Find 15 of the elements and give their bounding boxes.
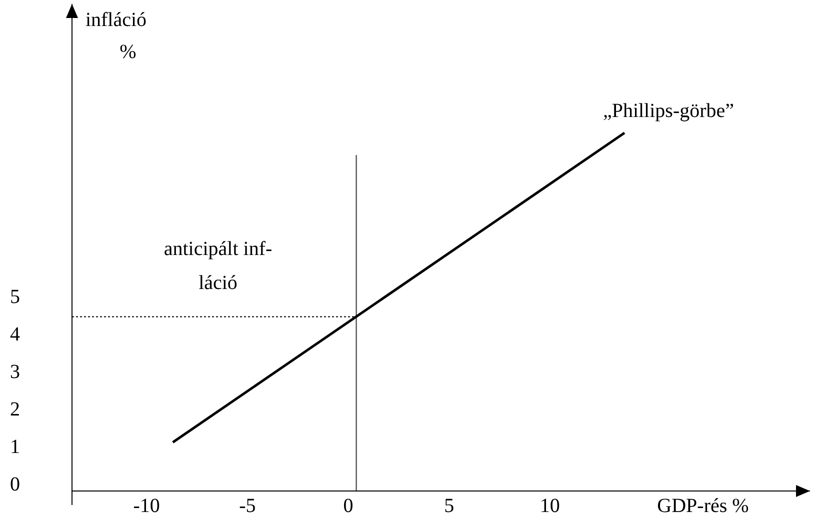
y-tick-label: 5 bbox=[10, 286, 20, 308]
x-axis-title: GDP-rés % bbox=[657, 495, 749, 517]
y-tick-label: 1 bbox=[10, 436, 20, 458]
x-tick-label: 0 bbox=[343, 495, 354, 517]
y-tick-label: 0 bbox=[10, 474, 20, 496]
y-tick-label: 4 bbox=[10, 324, 20, 346]
x-tick-label: 10 bbox=[540, 495, 560, 517]
y-tick-label: 3 bbox=[10, 361, 20, 384]
y-tick-label: 2 bbox=[10, 398, 20, 421]
x-tick-label: -5 bbox=[239, 495, 256, 517]
x-tick-label: 5 bbox=[444, 495, 454, 517]
y-axis-title: infláció % bbox=[85, 9, 147, 63]
x-tick-label: -10 bbox=[133, 495, 160, 517]
series-label: „Phillips-görbe” bbox=[602, 100, 734, 122]
ref-line-label: anticipált inf- láció bbox=[164, 238, 272, 294]
